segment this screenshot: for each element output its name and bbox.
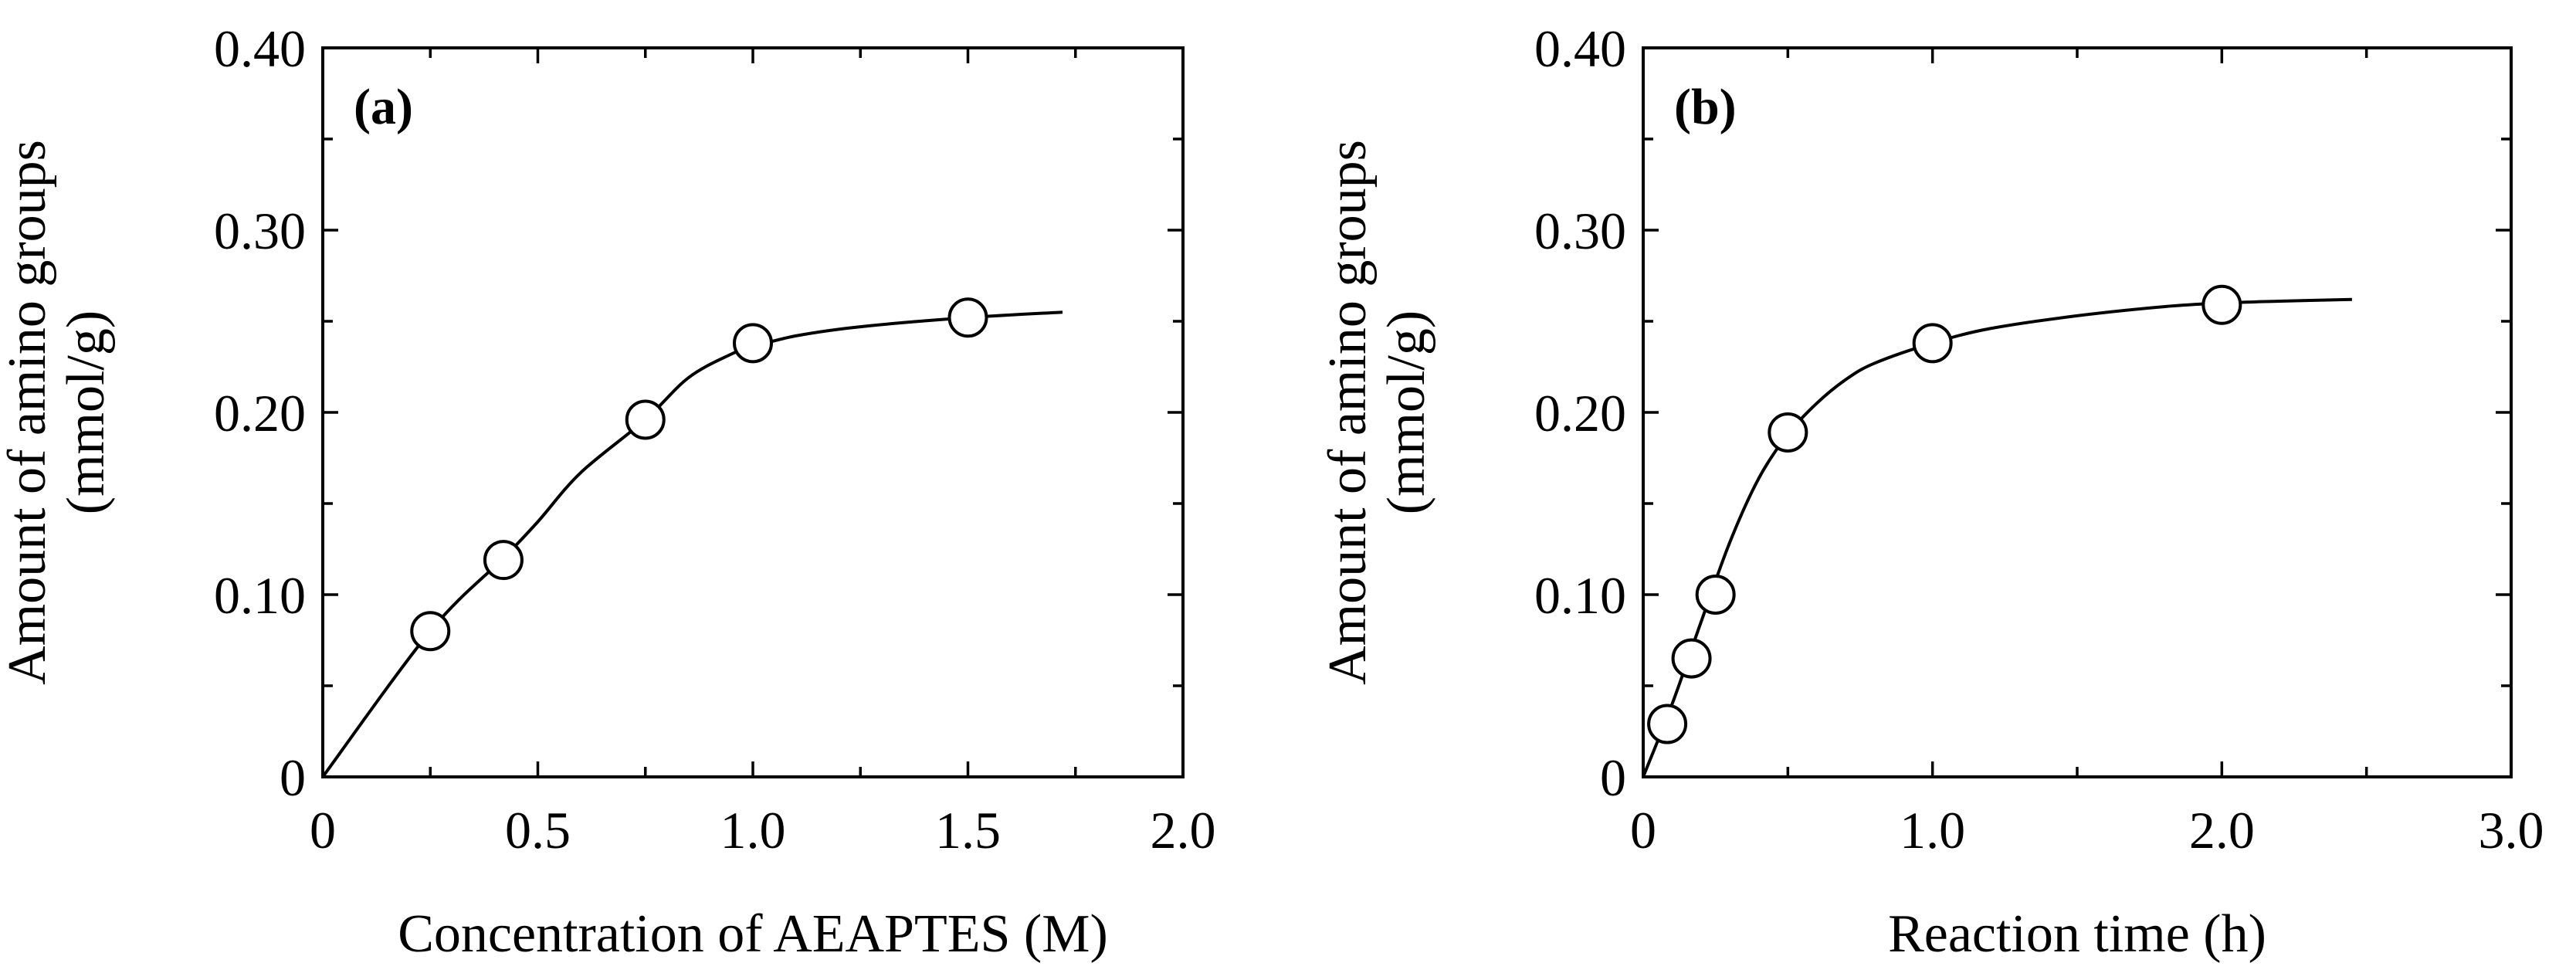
fit-curve: [321, 310, 1063, 778]
data-point: [1695, 575, 1736, 615]
x-tick-label: 1.5: [935, 801, 1001, 860]
data-point: [733, 323, 773, 364]
data-point: [625, 399, 666, 440]
data-point: [1671, 638, 1712, 679]
panel-label: (b): [1674, 79, 1737, 135]
y-tick-label: 0.10: [1534, 566, 1626, 625]
plot-frame: [321, 46, 1185, 778]
data-point: [1647, 704, 1688, 744]
fit-curve: [1642, 297, 2352, 778]
y-axis-title-line: (mmol/g): [1377, 310, 1436, 514]
data-point: [947, 297, 988, 338]
y-tick-label: 0: [1600, 748, 1626, 807]
y-tick-label: 0.30: [1534, 202, 1626, 260]
y-axis-title-line: Amount of amino groups: [0, 140, 57, 685]
y-axis-title-line: Amount of amino groups: [1318, 140, 1378, 685]
x-tick-label: 2.0: [1151, 801, 1216, 860]
data-point: [1912, 323, 1953, 364]
y-tick-label: 0.10: [214, 566, 306, 625]
x-tick-label: 0: [1630, 801, 1656, 860]
y-tick-label: 0.40: [214, 19, 306, 78]
x-axis-title: Reaction time (h): [1888, 904, 2266, 964]
y-axis-title-line: (mmol/g): [56, 310, 116, 514]
chart-panel-a: 0 0.5 1.0 1.5 2.0 0 0.10 0.20 0.30 0.40 (a) Concent…: [0, 19, 1216, 964]
y-tick-label: 0.30: [214, 202, 306, 260]
y-tick-label: 0.40: [1534, 19, 1626, 78]
y-tick-label: 0.20: [1534, 384, 1626, 443]
y-tick-label: 0: [280, 748, 306, 807]
panel-label: (a): [354, 79, 413, 135]
data-point: [1768, 412, 1808, 453]
data-point: [483, 540, 524, 581]
chart-panel-b: 0 1.0 2.0 3.0 0 0.10 0.20 0.30 0.40 (b) Reaction t…: [1318, 19, 2544, 964]
y-tick-label: 0.20: [214, 384, 306, 443]
data-point: [410, 611, 451, 652]
x-tick-label: 0: [310, 801, 336, 860]
data-point: [2201, 284, 2242, 325]
plot-frame: [1642, 46, 2513, 778]
x-tick-label: 1.0: [720, 801, 786, 860]
x-tick-label: 0.5: [505, 801, 571, 860]
x-tick-label: 3.0: [2479, 801, 2544, 860]
x-axis-title: Concentration of AEAPTES (M): [398, 904, 1108, 964]
x-tick-label: 1.0: [1900, 801, 1965, 860]
x-tick-label: 2.0: [2189, 801, 2255, 860]
